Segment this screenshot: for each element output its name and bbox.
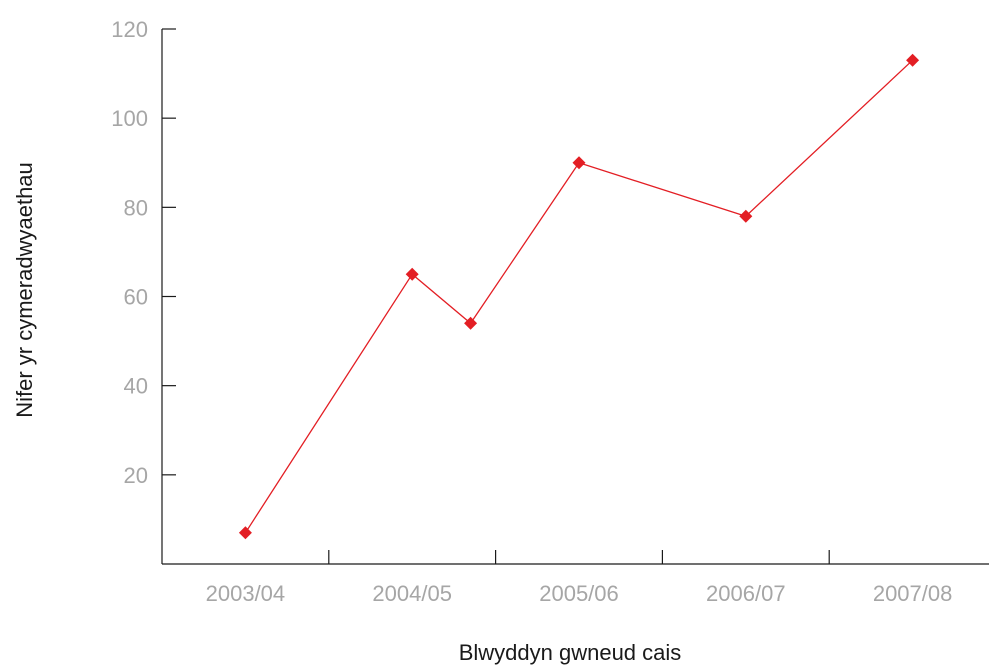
x-tick-label: 2007/08 (873, 581, 953, 606)
x-axis-ticks: 2003/04 2004/05 2005/06 2006/07 2007/08 (206, 550, 953, 606)
series-line (244, 59, 914, 534)
y-tick-label: 120 (111, 17, 148, 42)
x-tick-label: 2006/07 (706, 581, 786, 606)
data-point-marker (238, 526, 252, 540)
y-tick-label: 40 (124, 374, 148, 399)
data-point-marker (739, 209, 753, 223)
data-point-marker (464, 316, 478, 330)
y-tick-label: 80 (124, 195, 148, 220)
y-tick-label: 60 (124, 285, 148, 310)
x-tick-label: 2005/06 (539, 581, 619, 606)
y-tick-label: 20 (124, 463, 148, 488)
y-axis-ticks: 20 40 60 80 100 120 (111, 17, 176, 488)
y-tick-label: 100 (111, 106, 148, 131)
x-tick-label: 2003/04 (206, 581, 286, 606)
data-point-marker (572, 156, 586, 170)
y-axis-title: Nifer yr cymeradwyaethau (12, 162, 37, 418)
axes (161, 29, 989, 565)
data-point-marker (906, 53, 920, 67)
series-group (238, 53, 920, 540)
data-point-marker (405, 267, 419, 281)
x-axis-title: Blwyddyn gwneud cais (459, 640, 682, 665)
x-tick-label: 2004/05 (372, 581, 452, 606)
